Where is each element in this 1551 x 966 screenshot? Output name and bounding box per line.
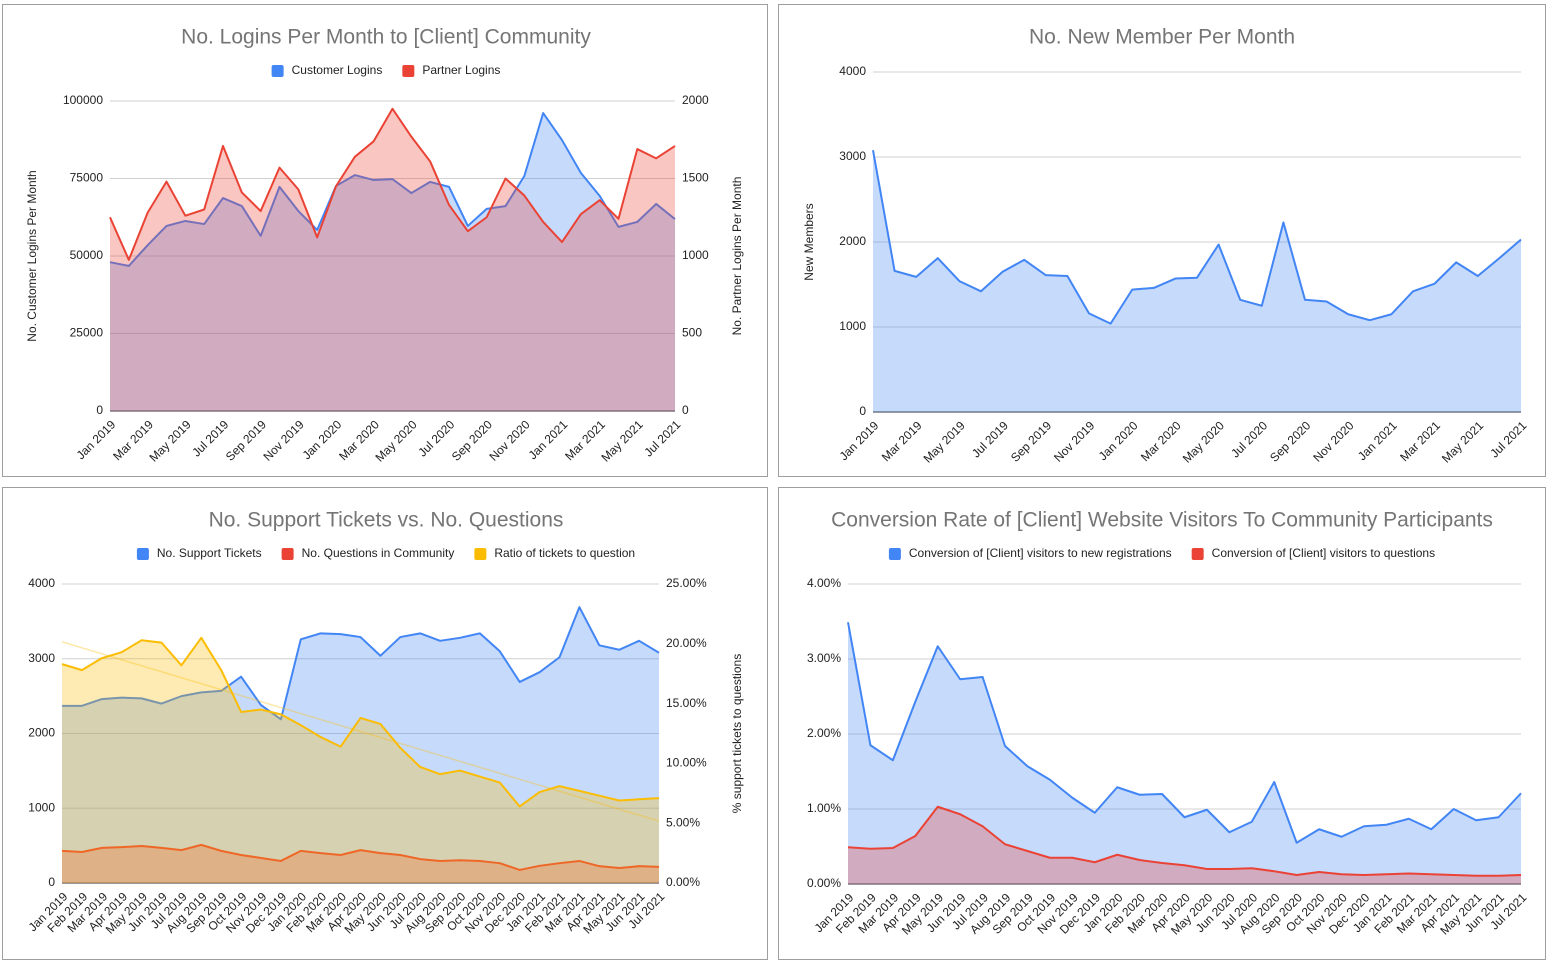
area-line [872, 150, 1522, 325]
area-line [61, 636, 660, 808]
legend-swatch [1191, 548, 1204, 560]
area-fill [110, 108, 675, 411]
area-line [62, 606, 660, 721]
legend-label: Partner Logins [422, 63, 500, 77]
y-tick-label: 3.00% [807, 651, 841, 665]
area-fill [848, 806, 1521, 884]
y-tick-label: 2000 [839, 234, 866, 248]
area-fill [62, 607, 659, 883]
y-tick-label: 1000 [28, 800, 55, 814]
y2-axis-label: No. Partner Logins Per Month [730, 177, 744, 336]
legend-swatch [888, 548, 901, 560]
area-fill [110, 113, 675, 411]
legend-swatch [271, 65, 284, 77]
legend-label: No. Support Tickets [157, 546, 262, 560]
legend-label: Customer Logins [292, 63, 383, 77]
chart-title: Conversion Rate of [Client] Website Visi… [831, 509, 1493, 532]
y-tick-label: 1000 [839, 319, 866, 333]
legend-swatch [402, 65, 415, 77]
y-tick-label: 100000 [63, 93, 103, 107]
y2-axis-label: % support tickets to questions [730, 654, 744, 813]
panel [2, 4, 768, 477]
legend-label: Conversion of [Client] visitors to quest… [1212, 546, 1435, 560]
y-axis-label: No. Customer Logins Per Month [25, 170, 39, 341]
area-line [109, 107, 676, 261]
y-tick-label: 4000 [28, 576, 55, 590]
y-tick-label: 4.00% [807, 576, 841, 590]
area-line [109, 112, 676, 267]
chart-title: No. Logins Per Month to [Client] Communi… [181, 26, 591, 49]
y-tick-label: 0.00% [807, 876, 841, 890]
y-tick-label: 1.00% [807, 801, 841, 815]
area-fill [848, 622, 1521, 884]
y-tick-label: 3000 [28, 651, 55, 665]
chart-title: No. New Member Per Month [1029, 26, 1295, 49]
panel [778, 4, 1546, 477]
area-line [847, 622, 1522, 844]
y-tick-label: 25000 [70, 326, 104, 340]
legend-label: No. Questions in Community [302, 546, 455, 560]
legend-swatch [281, 548, 294, 560]
area-line [61, 843, 660, 871]
panel [2, 487, 768, 960]
y2-tick-label: 0.00% [666, 875, 700, 889]
y-tick-label: 4000 [839, 64, 866, 78]
area-fill [62, 844, 659, 883]
y-tick-label: 2000 [28, 726, 55, 740]
chart-title: No. Support Tickets vs. No. Questions [209, 509, 564, 532]
area-line [847, 805, 1522, 877]
y-tick-label: 3000 [839, 149, 866, 163]
y2-tick-label: 15.00% [666, 696, 707, 710]
y2-tick-label: 1500 [682, 171, 709, 185]
y-tick-label: 2.00% [807, 726, 841, 740]
y2-tick-label: 0 [682, 403, 689, 417]
y2-tick-label: 25.00% [666, 576, 707, 590]
legend-swatch [474, 548, 487, 560]
y-tick-label: 0 [48, 875, 55, 889]
y2-tick-label: 500 [682, 326, 702, 340]
area-fill [62, 637, 659, 883]
y2-tick-label: 2000 [682, 93, 709, 107]
y-tick-label: 50000 [70, 248, 104, 262]
y-tick-label: 75000 [70, 171, 104, 185]
y2-tick-label: 1000 [682, 248, 709, 262]
legend-label: Conversion of [Client] visitors to new r… [909, 546, 1172, 560]
y-tick-label: 0 [859, 404, 866, 418]
y2-tick-label: 10.00% [666, 756, 707, 770]
y-axis-label: New Members [802, 203, 816, 280]
area-fill [873, 150, 1521, 412]
y2-tick-label: 5.00% [666, 815, 700, 829]
y-tick-label: 0 [96, 403, 103, 417]
legend-label: Ratio of tickets to question [494, 546, 635, 560]
legend-swatch [136, 548, 149, 560]
trendline [61, 641, 660, 822]
y2-tick-label: 20.00% [666, 636, 707, 650]
